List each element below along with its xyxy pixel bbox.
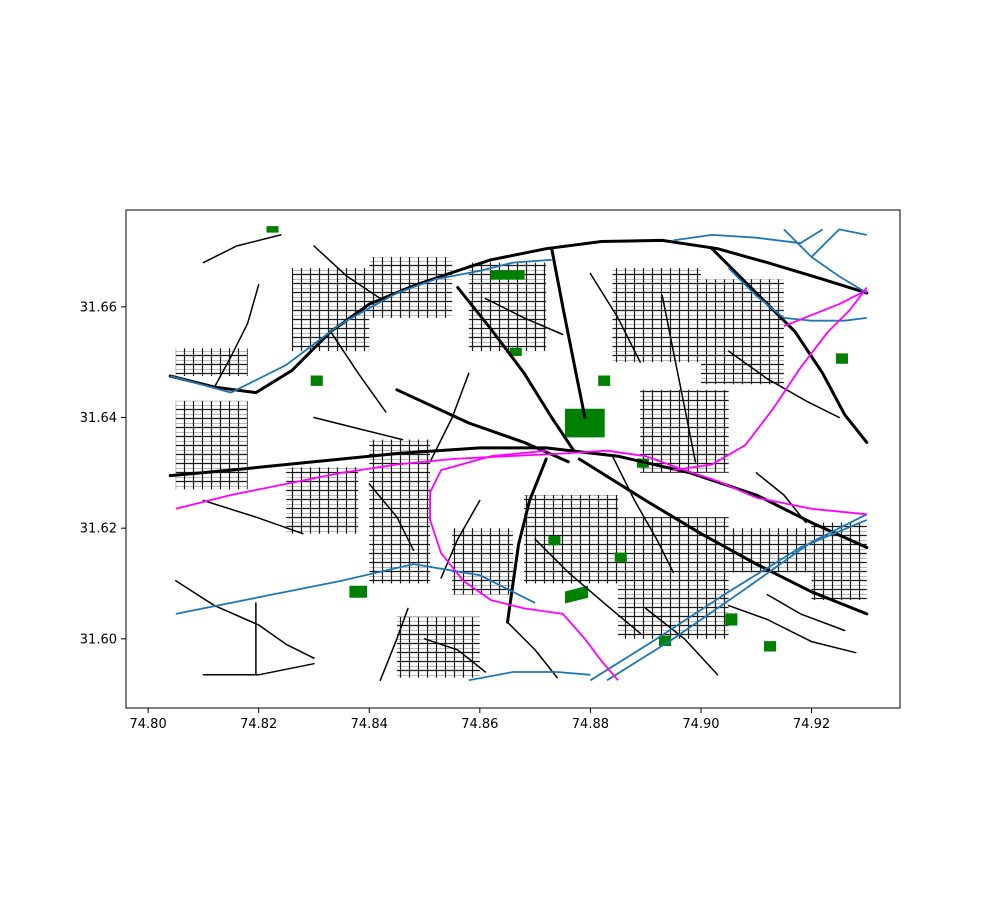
street-grid-block [369,439,431,584]
waterway [727,267,867,322]
railway-line [175,449,867,516]
street-grid-block [618,517,729,639]
minor-road [202,234,282,264]
minor-road [329,330,387,413]
minor-road [423,638,487,673]
minor-road [175,579,315,659]
park-area [598,375,611,386]
major-road [456,286,576,453]
railway-line [429,449,619,681]
railway-line [783,289,868,328]
minor-road [202,499,304,535]
street-grid-block [175,348,248,376]
x-tick-label: 74.92 [793,717,830,732]
park-area [614,552,627,562]
axes-frame [125,209,901,709]
waterway [175,563,536,615]
major-road [577,457,869,616]
waterway [810,228,867,258]
x-tick-label: 74.90 [682,717,719,732]
park-area [548,536,561,546]
park-area [764,641,777,652]
x-tick-label: 74.88 [572,717,609,732]
parks-layer [266,226,848,652]
street-grid-block [524,495,619,584]
x-axis-ticks: 74.80 74.82 74.84 74.86 74.88 74.90 74.92 [130,708,830,732]
waterway [606,513,868,682]
waterway [589,519,868,682]
minor-road [755,472,807,524]
park-area [565,408,605,438]
park-area [266,226,279,233]
y-tick-label: 31.60 [80,632,117,647]
waterway [468,671,591,682]
street-grid-block [396,616,480,678]
minor-road [534,538,641,635]
major-road [168,238,869,395]
minor-road [484,297,564,336]
y-tick-label: 31.66 [80,300,117,315]
minor-road [440,499,481,579]
waterway [783,228,868,294]
park-area [310,375,323,386]
x-tick-label: 74.84 [351,717,388,732]
major-road [506,457,548,624]
street-grid-block [291,268,370,352]
minor-road [202,662,315,676]
major-road [168,446,869,549]
minor-road [611,455,675,574]
minor-road [661,295,697,463]
minor-road [368,483,415,552]
park-area [490,270,525,280]
park-area [835,353,848,364]
railway-layer [175,286,868,681]
street-grid-block [286,467,359,534]
x-tick-label: 74.86 [461,717,498,732]
park-area [725,613,738,626]
minor-road [727,604,857,654]
waterway [169,258,552,394]
railway-line [673,286,868,471]
minor-road [589,272,641,363]
minor-road [213,283,260,388]
minor-road [379,607,409,682]
major-roads-layer [168,238,869,624]
street-grid-block [640,389,729,473]
minor-road [429,372,470,463]
x-tick-label: 74.82 [240,717,277,732]
minor-road [766,593,846,632]
minor-road [313,245,382,300]
park-area [565,585,589,604]
minor-road [506,621,558,679]
major-road [710,247,869,444]
street-grid-block [701,279,784,385]
street-grid-block [728,528,812,573]
minor-road [313,416,404,441]
major-road [395,388,570,464]
y-tick-label: 31.62 [80,522,117,537]
waterway [673,228,824,245]
street-grid-block [452,528,513,595]
street-grid-block [612,268,701,363]
street-grid-block [175,400,248,490]
major-road [550,247,587,419]
x-tick-label: 74.80 [130,717,167,732]
waterways-layer [169,228,868,682]
park-area [349,585,367,598]
minor-road [644,607,719,676]
plot-area [168,226,869,682]
y-tick-label: 31.64 [80,411,117,426]
y-axis-ticks: 31.60 31.62 31.64 31.66 [80,300,126,647]
